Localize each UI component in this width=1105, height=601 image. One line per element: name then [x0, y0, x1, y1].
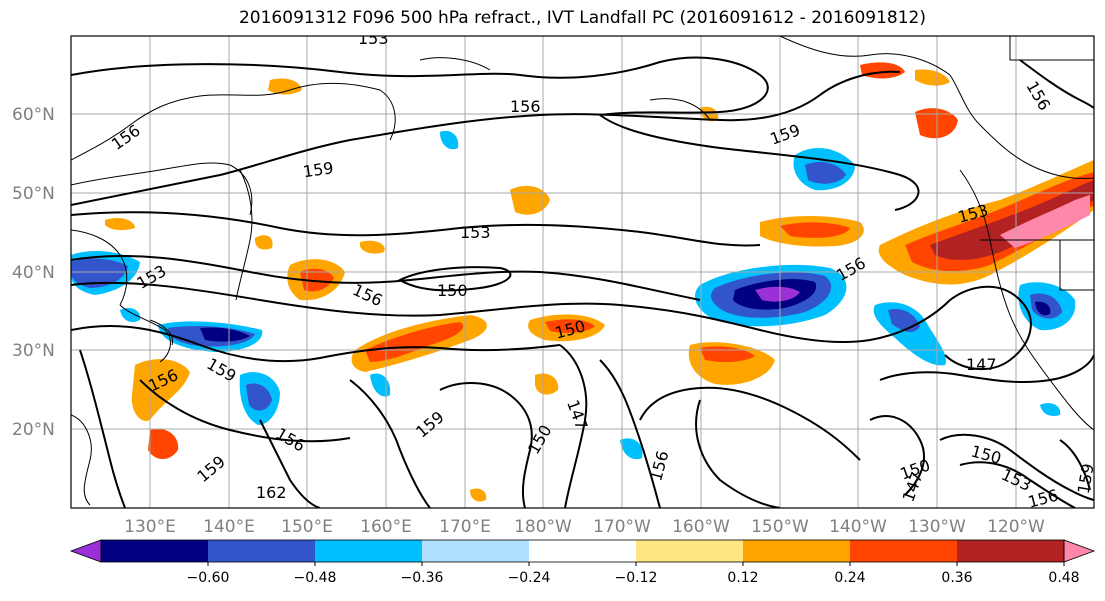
lon-label: 130°W — [908, 517, 966, 537]
positive-anomaly-patch — [360, 240, 385, 254]
lat-label: 50°N — [12, 184, 55, 204]
lat-label: 20°N — [12, 420, 55, 440]
negative-anomaly-patch — [805, 161, 846, 184]
colorbar: −0.60 −0.48 −0.36 −0.24 −0.12 0.12 0.24 0.36 0.4… — [69, 539, 1096, 586]
contour-label: 156 — [1026, 486, 1060, 512]
lat-label: 40°N — [12, 263, 55, 283]
positive-anomaly-patch — [535, 373, 559, 395]
contour-label: 162 — [256, 483, 287, 502]
refractivity-contours — [71, 56, 1094, 508]
lon-label: 130°E — [124, 517, 176, 537]
positive-anomaly-patch — [915, 69, 950, 86]
negative-anomaly-patch — [1035, 301, 1051, 316]
lat-label: 30°N — [12, 341, 55, 361]
coastlines — [71, 36, 1094, 506]
lon-label: 150°W — [751, 517, 809, 537]
contour-label: 159 — [302, 158, 335, 181]
lat-label: 60°N — [12, 105, 55, 125]
negative-anomaly-patch — [440, 130, 459, 150]
colorbar-tick-label: 0.36 — [941, 570, 972, 586]
lon-label: 120°W — [987, 517, 1045, 537]
lon-label: 180°W — [514, 517, 572, 537]
negative-anomaly-patch — [246, 383, 272, 411]
colorbar-tick-label: 0.48 — [1048, 570, 1079, 586]
positive-anomaly-patch — [780, 222, 850, 238]
negative-anomaly-patch — [200, 327, 250, 342]
figure-title: 2016091312 F096 500 hPa refract., IVT La… — [238, 8, 926, 28]
longitude-labels: 130°E 140°E 150°E 160°E 170°E 180°W 170°… — [124, 517, 1045, 537]
colorbar-bin — [208, 540, 316, 562]
colorbar-tick-label: −0.12 — [615, 570, 658, 586]
lon-label: 140°W — [829, 517, 887, 537]
contour-label: 153 — [358, 29, 389, 48]
negative-anomaly-patch — [1040, 403, 1061, 416]
positive-anomaly-patch — [1000, 195, 1090, 248]
colorbar-tick-label: −0.48 — [294, 570, 337, 586]
negative-anomaly-patch — [755, 286, 800, 302]
colorbar-bin — [957, 540, 1065, 562]
colorbar-bin — [743, 540, 851, 562]
contour-label: 156 — [510, 97, 541, 116]
colorbar-frame — [100, 539, 1065, 563]
colorbar-tick-label: 0.12 — [727, 570, 758, 586]
negative-anomaly-patch — [71, 258, 128, 288]
colorbar-bin — [636, 540, 744, 562]
colorbar-tick-label: 0.24 — [834, 570, 865, 586]
positive-anomaly-patch — [131, 359, 190, 421]
positive-anomaly-patch — [254, 235, 273, 250]
lon-label: 160°E — [360, 517, 412, 537]
positive-anomaly-patch — [545, 319, 595, 334]
colorbar-extend-high — [1063, 539, 1096, 563]
contour-label: 147 — [966, 355, 997, 374]
lon-label: 140°E — [203, 517, 255, 537]
negative-anomaly-patch — [120, 308, 141, 322]
lon-label: 170°W — [593, 517, 651, 537]
positive-anomaly-patch — [470, 488, 487, 502]
positive-anomaly-patch — [365, 322, 464, 362]
negative-anomaly-patch — [620, 438, 643, 460]
lon-label: 160°W — [672, 517, 730, 537]
positive-anomaly-patch — [268, 78, 302, 95]
positive-anomaly-patch — [300, 268, 334, 292]
shaded-anomalies — [71, 62, 1094, 502]
colorbar-bin — [422, 540, 530, 562]
colorbar-bin — [529, 540, 637, 562]
lon-label: 170°E — [439, 517, 491, 537]
negative-anomaly-patch — [370, 373, 391, 397]
colorbar-bin — [850, 540, 958, 562]
lon-label: 150°E — [281, 517, 333, 537]
colorbar-extend-low — [69, 539, 102, 563]
contour-label: 153 — [460, 223, 491, 242]
colorbar-tick-label: −0.24 — [508, 570, 551, 586]
colorbar-bin — [315, 540, 423, 562]
positive-anomaly-patch — [148, 428, 179, 459]
colorbar-tick-label: −0.60 — [187, 570, 230, 586]
map-frame — [70, 35, 1095, 509]
colorbar-tick-label: −0.36 — [401, 570, 444, 586]
contour-label: 159 — [1074, 462, 1098, 495]
colorbar-bin — [101, 540, 209, 562]
contour-label: 150 — [437, 281, 468, 300]
latitude-labels: 20°N 30°N 40°N 50°N 60°N — [12, 105, 55, 440]
positive-anomaly-patch — [105, 217, 135, 231]
positive-anomaly-patch — [930, 180, 1094, 260]
